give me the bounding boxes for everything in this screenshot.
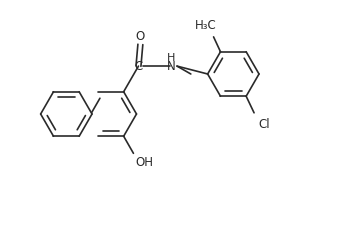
Text: N: N — [167, 60, 176, 73]
Text: H₃C: H₃C — [195, 19, 217, 32]
Text: OH: OH — [135, 156, 153, 169]
Text: O: O — [136, 30, 145, 43]
Text: C: C — [134, 60, 143, 73]
Text: H: H — [167, 53, 175, 63]
Text: Cl: Cl — [258, 118, 270, 131]
